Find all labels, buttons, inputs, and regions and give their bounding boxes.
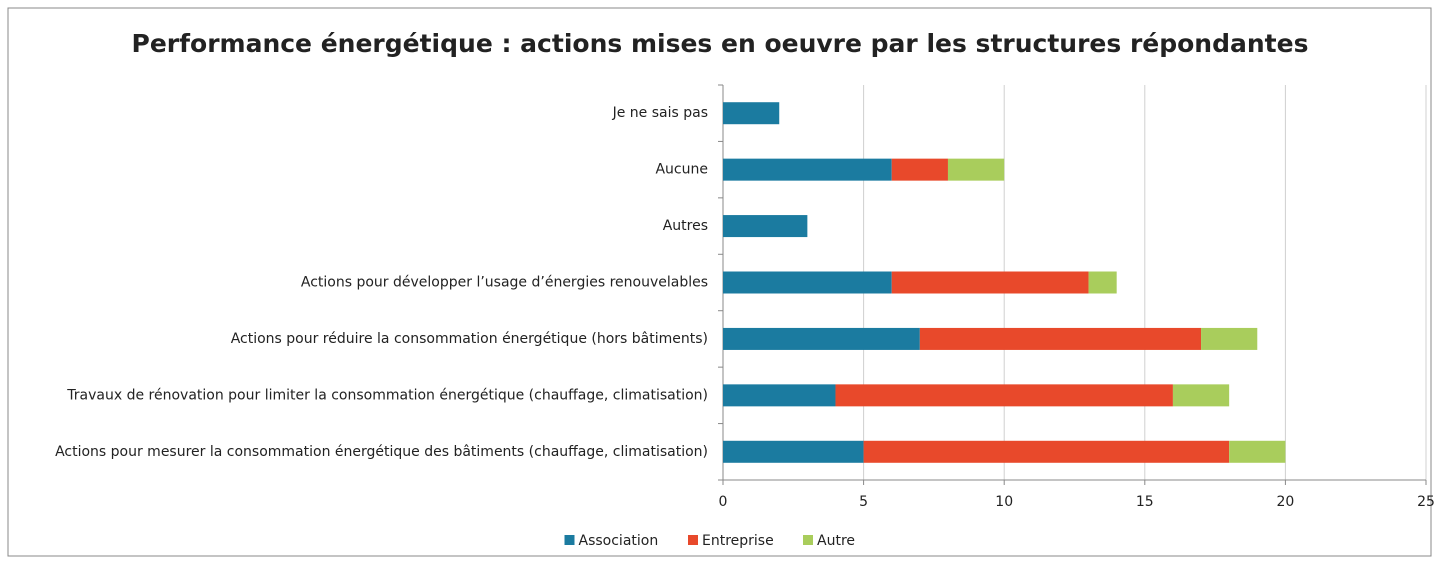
bar-segment [891,271,1089,294]
bar-segment [835,384,1173,407]
y-tick-label: Actions pour réduire la consommation éne… [231,331,708,347]
bar-segment [1201,327,1258,350]
bar-segment [723,158,892,181]
chart-title: Performance énergétique : actions mises … [132,29,1309,58]
x-tick-label: 20 [1276,494,1294,510]
legend-label: Association [579,533,659,549]
legend-swatch [688,535,698,545]
x-tick-label: 0 [719,494,728,510]
x-tick-label: 15 [1136,494,1154,510]
bar-segment [1172,384,1230,407]
bar-segment [1229,440,1286,463]
legend-swatch [564,535,575,545]
y-tick-label: Autres [663,218,708,234]
bar-segment [723,102,780,125]
bar-segment [723,327,920,350]
y-tick-label: Actions pour mesurer la consommation éne… [55,444,708,460]
y-tick-label: Je ne sais pas [612,105,708,121]
bar-segment [947,158,1005,181]
bar-segment [919,327,1202,350]
bar-segment [723,271,892,294]
x-tick-label: 5 [859,494,868,510]
y-tick-label: Travaux de rénovation pour limiter la co… [66,387,708,403]
y-tick-label: Aucune [655,162,708,178]
chart-frame [7,7,1432,557]
legend-label: Autre [817,533,855,549]
bar-segment [723,384,836,407]
y-tick-label: Actions pour développer l’usage d’énergi… [301,275,708,291]
legend-label: Entreprise [702,533,774,549]
bar-segment [863,440,1230,463]
x-tick-label: 25 [1417,494,1435,510]
bar-segment [723,215,808,238]
bar-segment [891,158,948,181]
x-tick-label: 10 [995,494,1013,510]
bar-segment [1088,271,1117,294]
legend-swatch [803,535,813,545]
bar-segment [723,440,864,463]
